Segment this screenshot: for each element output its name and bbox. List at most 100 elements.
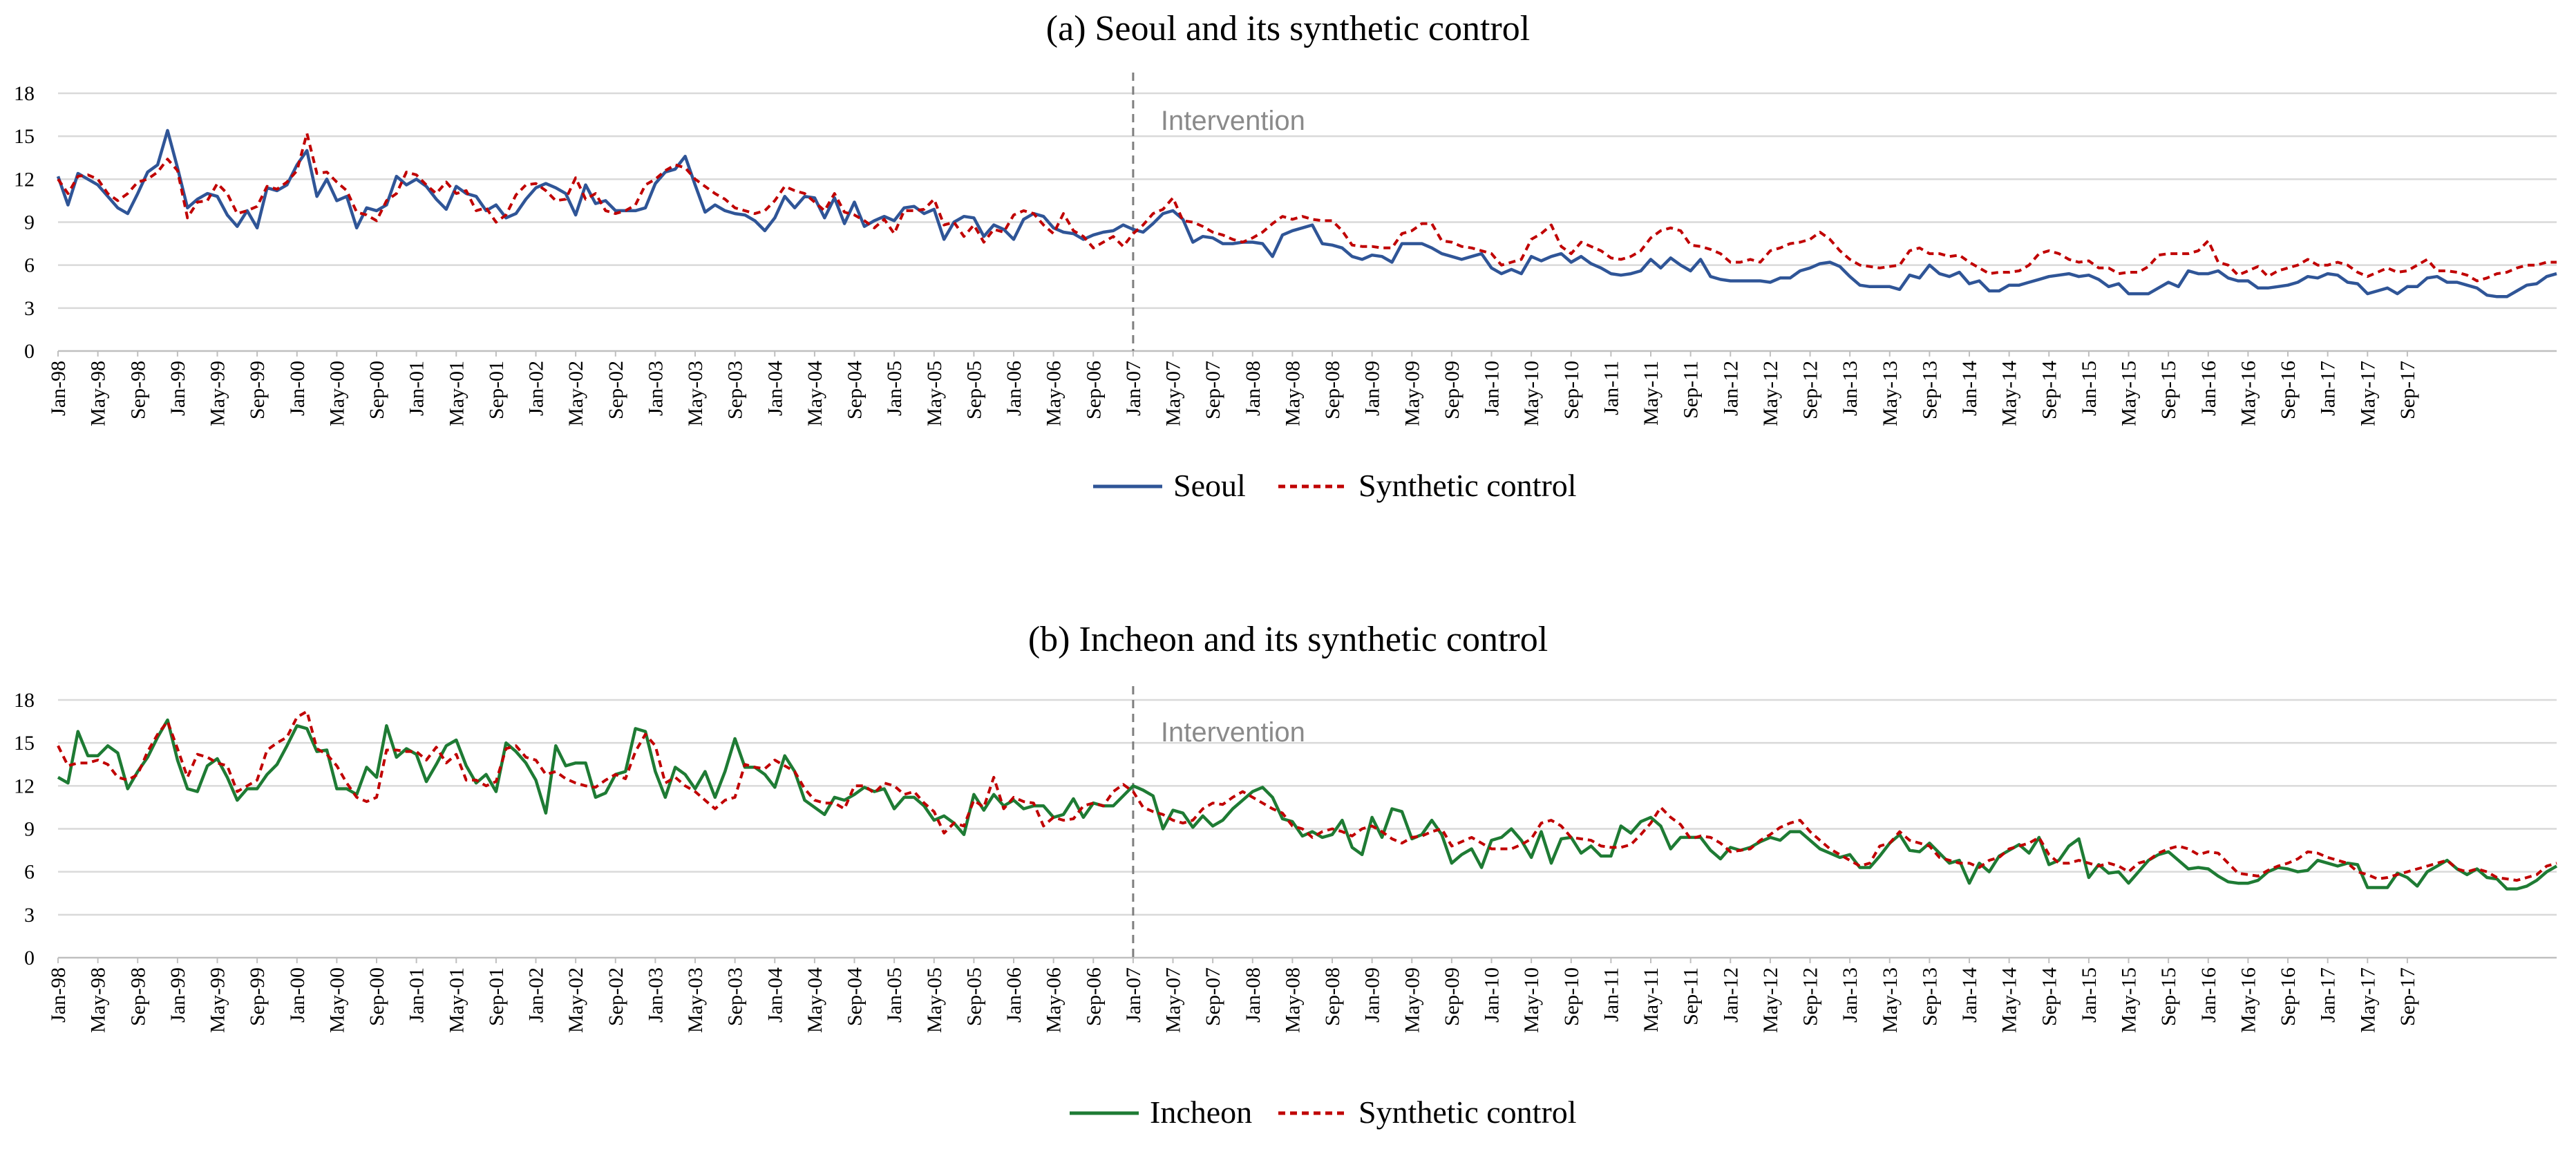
x-tick-label: May-02 xyxy=(565,361,587,426)
x-tick-label: May-05 xyxy=(923,361,946,426)
y-tick-label: 0 xyxy=(24,340,35,363)
x-tick-label: Jan-15 xyxy=(2078,967,2101,1023)
x-tick-label: May-98 xyxy=(87,361,110,426)
x-tick-label: Jan-07 xyxy=(1122,967,1145,1023)
x-tick-label: Sep-12 xyxy=(1799,967,1822,1026)
x-tick-label: Jan-17 xyxy=(2317,361,2340,416)
x-tick-label: Sep-09 xyxy=(1441,967,1464,1026)
x-tick-label: Jan-99 xyxy=(167,967,189,1023)
x-tick-label: May-14 xyxy=(1998,361,2021,426)
x-tick-label: Sep-13 xyxy=(1918,967,1941,1026)
x-tick-label: May-09 xyxy=(1401,967,1423,1033)
x-tick-label: May-15 xyxy=(2118,967,2141,1033)
x-tick-label: Sep-07 xyxy=(1202,361,1224,419)
x-tick-label: Sep-00 xyxy=(366,967,388,1026)
x-tick-label: May-15 xyxy=(2118,361,2141,426)
x-tick-label: Jan-07 xyxy=(1122,361,1145,416)
x-tick-label: Jan-02 xyxy=(525,967,548,1023)
x-tick-label: Jan-10 xyxy=(1481,967,1504,1023)
x-tick-label: Sep-06 xyxy=(1082,967,1105,1026)
x-tick-label: May-01 xyxy=(445,361,468,426)
x-tick-label: May-07 xyxy=(1162,361,1185,426)
x-tick-label: Sep-03 xyxy=(724,361,747,419)
y-tick-label: 0 xyxy=(24,947,35,969)
x-tick-label: Sep-04 xyxy=(844,361,866,419)
y-tick-label: 18 xyxy=(14,689,35,712)
x-tick-label: Sep-15 xyxy=(2157,967,2180,1026)
x-tick-label: May-02 xyxy=(565,967,587,1033)
x-tick-label: Sep-08 xyxy=(1321,361,1344,419)
x-tick-label: May-12 xyxy=(1759,967,1782,1033)
series-line-seoul xyxy=(56,129,2557,299)
x-tick-label: Sep-10 xyxy=(1560,967,1583,1026)
x-tick-label: Jan-06 xyxy=(1003,967,1025,1023)
x-tick-label: Sep-03 xyxy=(724,967,747,1026)
x-tick-label: Jan-11 xyxy=(1600,361,1622,415)
x-tick-label: Jan-04 xyxy=(764,967,786,1023)
x-tick-label: May-17 xyxy=(2356,967,2379,1033)
x-tick-label: Sep-17 xyxy=(2396,967,2419,1026)
x-tick-label: May-98 xyxy=(87,967,110,1033)
x-tick-label: Sep-16 xyxy=(2277,361,2300,419)
x-tick-label: Sep-98 xyxy=(126,361,149,419)
x-tick-label: Jan-03 xyxy=(644,361,667,416)
intervention-label: Intervention xyxy=(1161,717,1305,748)
x-tick-label: May-99 xyxy=(207,967,229,1033)
x-tick-label: Jan-00 xyxy=(286,967,309,1023)
y-tick-label: 18 xyxy=(14,82,35,105)
x-tick-label: May-03 xyxy=(684,967,707,1033)
x-tick-label: Jan-06 xyxy=(1003,361,1025,416)
x-tick-label: Sep-99 xyxy=(246,361,269,419)
legend-label: Synthetic control xyxy=(1358,1095,1577,1130)
x-tick-label: Jan-14 xyxy=(1958,967,1981,1023)
legend-label: Synthetic control xyxy=(1358,468,1577,503)
series-line-synthetic-control xyxy=(57,710,2557,882)
x-tick-label: Sep-11 xyxy=(1680,361,1703,419)
x-tick-label: May-08 xyxy=(1281,967,1304,1033)
x-tick-label: May-13 xyxy=(1879,967,1902,1033)
x-tick-label: Jan-08 xyxy=(1242,967,1265,1023)
x-tick-label: May-13 xyxy=(1879,361,1902,426)
x-tick-label: Jan-98 xyxy=(47,361,70,416)
x-tick-label: May-11 xyxy=(1640,967,1663,1032)
x-tick-label: May-08 xyxy=(1281,361,1304,426)
x-tick-label: Jan-09 xyxy=(1361,967,1384,1023)
x-tick-label: Jan-17 xyxy=(2317,967,2340,1023)
x-tick-label: Jan-02 xyxy=(525,361,548,416)
x-tick-label: Jan-04 xyxy=(764,361,786,416)
x-tick-label: Jan-13 xyxy=(1839,967,1862,1023)
x-tick-label: Jan-01 xyxy=(406,361,428,416)
x-tick-label: Sep-15 xyxy=(2157,361,2180,419)
x-tick-label: Jan-01 xyxy=(406,967,428,1023)
x-tick-label: Jan-05 xyxy=(883,361,906,416)
x-tick-label: Sep-02 xyxy=(605,361,627,419)
x-tick-label: Jan-05 xyxy=(883,967,906,1023)
x-tick-label: May-16 xyxy=(2237,361,2260,426)
x-tick-label: Jan-16 xyxy=(2197,361,2220,416)
x-tick-label: May-16 xyxy=(2237,967,2260,1033)
y-tick-label: 6 xyxy=(24,861,35,884)
x-tick-label: Jan-13 xyxy=(1839,361,1862,416)
y-tick-label: 12 xyxy=(14,168,35,191)
x-tick-label: May-14 xyxy=(1998,967,2021,1033)
x-tick-label: Sep-14 xyxy=(2038,967,2061,1026)
x-tick-label: May-12 xyxy=(1759,361,1782,426)
x-tick-label: Jan-10 xyxy=(1481,361,1504,416)
x-tick-label: Jan-15 xyxy=(2078,361,2101,416)
x-tick-label: Jan-98 xyxy=(47,967,70,1023)
x-tick-label: Jan-08 xyxy=(1242,361,1265,416)
x-tick-label: Sep-01 xyxy=(485,361,508,419)
x-tick-label: Jan-09 xyxy=(1361,361,1384,416)
x-tick-label: Jan-12 xyxy=(1719,361,1742,416)
x-tick-label: Sep-05 xyxy=(963,967,985,1026)
x-tick-label: May-07 xyxy=(1162,967,1185,1033)
y-tick-label: 6 xyxy=(24,254,35,277)
x-tick-label: Sep-04 xyxy=(844,967,866,1026)
y-tick-label: 9 xyxy=(24,211,35,234)
x-tick-label: Jan-03 xyxy=(644,967,667,1023)
x-tick-label: May-00 xyxy=(325,361,348,426)
x-tick-label: May-11 xyxy=(1640,361,1663,426)
x-tick-label: Sep-07 xyxy=(1202,967,1224,1026)
y-tick-label: 3 xyxy=(24,297,35,320)
